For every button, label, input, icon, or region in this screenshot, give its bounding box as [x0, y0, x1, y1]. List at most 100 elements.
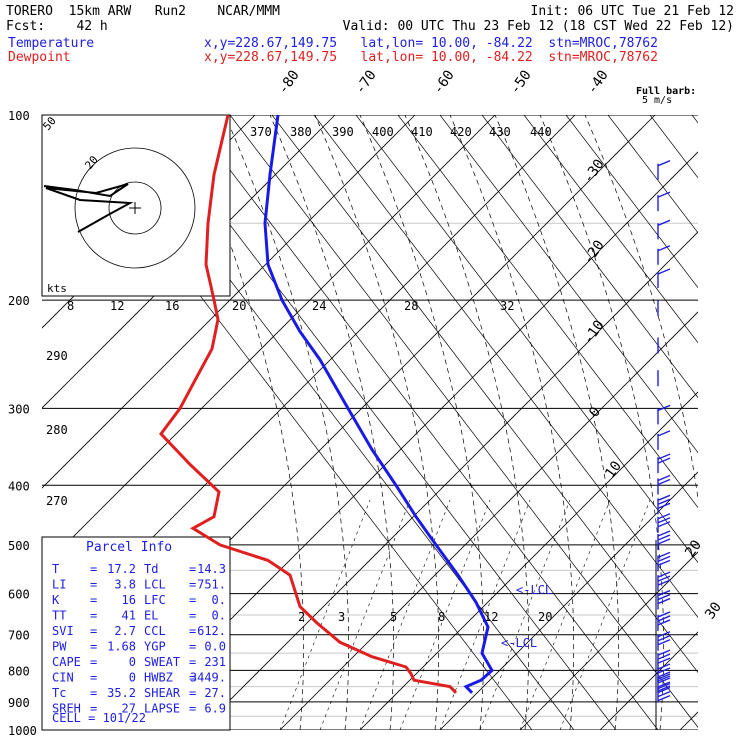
- mixing-ratio-line: [319, 499, 411, 730]
- wind-barb-flag: [657, 517, 671, 524]
- isotherm-line: [42, 115, 416, 489]
- wind-barb-flag: [657, 690, 671, 698]
- wind-barb: [657, 551, 671, 572]
- hodograph-trace: [43, 183, 134, 233]
- mixing-ratio-label: 12: [484, 610, 498, 624]
- theta-label: 400: [372, 125, 394, 139]
- wind-barb: [657, 663, 671, 684]
- wind-barb-flag: [657, 575, 671, 582]
- dewpoint-station-info: x,y=228.67,149.75 lat,lon= 10.00, -84.22…: [204, 50, 658, 65]
- parcel-info-box: Parcel Info T = 17.2 Td = 14.3LI = 3.8 LCL = 751.K…: [41, 536, 231, 731]
- parcel-value: 1.68: [107, 640, 136, 654]
- hodograph-ring-inner: [108, 181, 162, 235]
- mixing-ratio-label: 5: [390, 610, 397, 624]
- isotherm-label: 20: [682, 537, 705, 560]
- theta-label: 410: [411, 125, 433, 139]
- dry-adiabat-line: [523, 115, 698, 344]
- parcel-row: SVI = 2.7 CCL = 612.: [52, 624, 226, 638]
- wind-barb-flag: [657, 453, 671, 460]
- wind-barb-flag: [657, 639, 671, 646]
- parcel-value: 0.: [212, 609, 226, 623]
- wind-barb: [657, 245, 671, 265]
- wind-barb-flag: [657, 430, 671, 437]
- isotherm-label: -80: [275, 67, 303, 97]
- parcel-label: CAPE: [52, 655, 81, 669]
- parcel-label: Tc: [52, 686, 66, 700]
- theta-label: 290: [46, 349, 68, 363]
- pressure-label: 800: [8, 664, 30, 678]
- wind-barb-flag: [657, 671, 671, 678]
- wind-barb-flag: [657, 619, 671, 626]
- parcel-label: K: [52, 593, 60, 607]
- wind-barb: [657, 219, 671, 240]
- parcel-label: CCL: [144, 624, 166, 638]
- wind-barb-flag: [657, 685, 671, 692]
- isotherm-line: [519, 551, 698, 730]
- parcel-equals: =: [189, 609, 196, 623]
- parcel-equals: =: [90, 655, 97, 669]
- parcel-row: PW = 1.68 YGP = 0.0: [52, 640, 226, 654]
- parcel-equals: =: [189, 671, 196, 685]
- parcel-value: 3449.: [190, 671, 226, 685]
- model-title: TORERO 15km ARW Run2 NCAR/MMM: [6, 4, 280, 19]
- parcel-label: PW: [52, 640, 67, 654]
- lcl-marker-upper: <-LCL: [516, 583, 552, 597]
- parcel-row: TT = 41 EL = 0.: [52, 609, 226, 623]
- dry-adiabat-line: [397, 115, 698, 509]
- wind-barb-flag: [657, 457, 671, 464]
- parcel-row: T = 17.2 Td = 14.3: [52, 562, 226, 576]
- parcel-equals: =: [189, 593, 196, 607]
- hodograph-speed-label: 24: [312, 299, 326, 313]
- pressure-label: 400: [8, 479, 30, 493]
- wind-barb: [657, 611, 671, 631]
- moist-adiabat-line: [359, 115, 485, 730]
- isotherm-line: [199, 231, 698, 730]
- wind-barb-flag: [657, 555, 671, 562]
- parcel-equals: =: [189, 640, 196, 654]
- wind-barb-flag: [657, 686, 671, 694]
- wind-barb-flag: [657, 478, 671, 486]
- theta-label: 370: [250, 125, 272, 139]
- wind-barb-flag: [657, 191, 671, 198]
- wind-barb-flag: [657, 579, 671, 586]
- isotherm-label: 30: [702, 599, 725, 622]
- hodograph-inset: 50 20 kts: [40, 114, 231, 297]
- wind-barb: [657, 430, 671, 450]
- theta-label: 280: [46, 423, 68, 437]
- wind-barb-flag: [657, 589, 671, 597]
- dewpoint-legend: Dewpoint: [8, 50, 71, 65]
- pressure-label: 900: [8, 696, 30, 710]
- dewpoint-profile-line: [263, 114, 494, 694]
- dry-adiabat-line: [481, 115, 698, 399]
- hodograph-speed-label: 28: [404, 299, 418, 313]
- valid-time: Valid: 00 UTC Thu 23 Feb 12 (18 CST Wed …: [342, 19, 734, 34]
- parcel-value: 41: [122, 609, 136, 623]
- hodograph-speed-label: 20: [232, 299, 246, 313]
- isotherm-label: -30: [580, 156, 608, 186]
- dry-adiabat-line: [439, 115, 698, 454]
- wind-barb-flag: [657, 675, 671, 682]
- wind-barb-flag: [657, 673, 671, 680]
- isotherm-line: [42, 115, 336, 409]
- wind-barb-flag: [657, 474, 671, 482]
- moist-adiabat-line: [404, 115, 530, 730]
- parcel-label: T: [52, 562, 59, 576]
- dry-adiabat-line: [607, 115, 698, 234]
- wind-barb-flag: [657, 597, 671, 605]
- wind-barb: [657, 631, 671, 651]
- hodograph-unit: kts: [47, 282, 67, 295]
- parcel-equals: =: [90, 593, 97, 607]
- parcel-equals: =: [90, 702, 97, 716]
- isotherm-label: -70: [352, 67, 380, 97]
- wind-barb: [657, 160, 671, 180]
- parcel-row: SREH = 27 LAPSE = 6.9: [52, 702, 226, 716]
- parcel-label: SVI: [52, 624, 74, 638]
- parcel-row: CAPE = 0 SWEAT = 231: [52, 655, 226, 669]
- parcel-equals: =: [90, 686, 97, 700]
- parcel-row: K = 16 LFC = 0.: [52, 593, 226, 607]
- parcel-cell: CELL = 101/22: [52, 711, 146, 725]
- parcel-value: 14.3: [197, 562, 226, 576]
- temperature-profile-line: [159, 114, 458, 694]
- temperature-legend: Temperature: [8, 36, 95, 51]
- dry-adiabat-line: [229, 115, 698, 728]
